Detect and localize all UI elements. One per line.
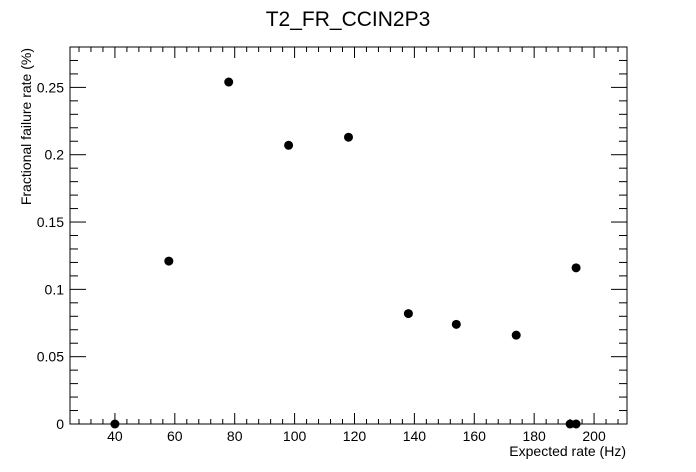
- data-point: [571, 263, 581, 273]
- y-tick-label: 0.2: [45, 147, 65, 163]
- x-tick-label: 60: [167, 428, 183, 444]
- x-tick-label: 160: [463, 428, 487, 444]
- y-tick-label: 0.15: [37, 214, 64, 230]
- x-axis-label: Expected rate (Hz): [509, 443, 626, 459]
- data-point: [224, 77, 234, 87]
- y-tick-label: 0.25: [37, 79, 64, 95]
- y-tick-label: 0.1: [45, 281, 65, 297]
- data-point: [110, 419, 120, 429]
- x-tick-label: 180: [522, 428, 546, 444]
- chart-title: T2_FR_CCIN2P3: [266, 8, 431, 31]
- data-point: [451, 319, 461, 329]
- data-points: [110, 77, 581, 429]
- plot-area: [69, 46, 628, 425]
- x-tick-label: 200: [582, 428, 606, 444]
- x-tick-label: 120: [343, 428, 367, 444]
- y-axis-label: Fractional failure rate (%): [18, 48, 34, 205]
- y-tick-label: 0: [56, 416, 64, 432]
- data-point: [403, 309, 413, 319]
- x-tick-labels: 40 60 80 100 120 140 160 180 200: [107, 428, 606, 444]
- y-tick-label: 0.05: [37, 349, 64, 365]
- x-tick-label: 80: [227, 428, 243, 444]
- data-point: [164, 256, 174, 266]
- x-tick-label: 40: [107, 428, 123, 444]
- data-point: [571, 419, 581, 429]
- data-point: [344, 132, 353, 142]
- axis-ticks: [70, 46, 627, 425]
- x-tick-label: 140: [403, 428, 427, 444]
- data-point: [511, 330, 521, 340]
- x-tick-label: 100: [283, 428, 307, 444]
- y-tick-labels: 0 0.05 0.1 0.15 0.2 0.25: [37, 79, 64, 432]
- data-point: [284, 140, 294, 150]
